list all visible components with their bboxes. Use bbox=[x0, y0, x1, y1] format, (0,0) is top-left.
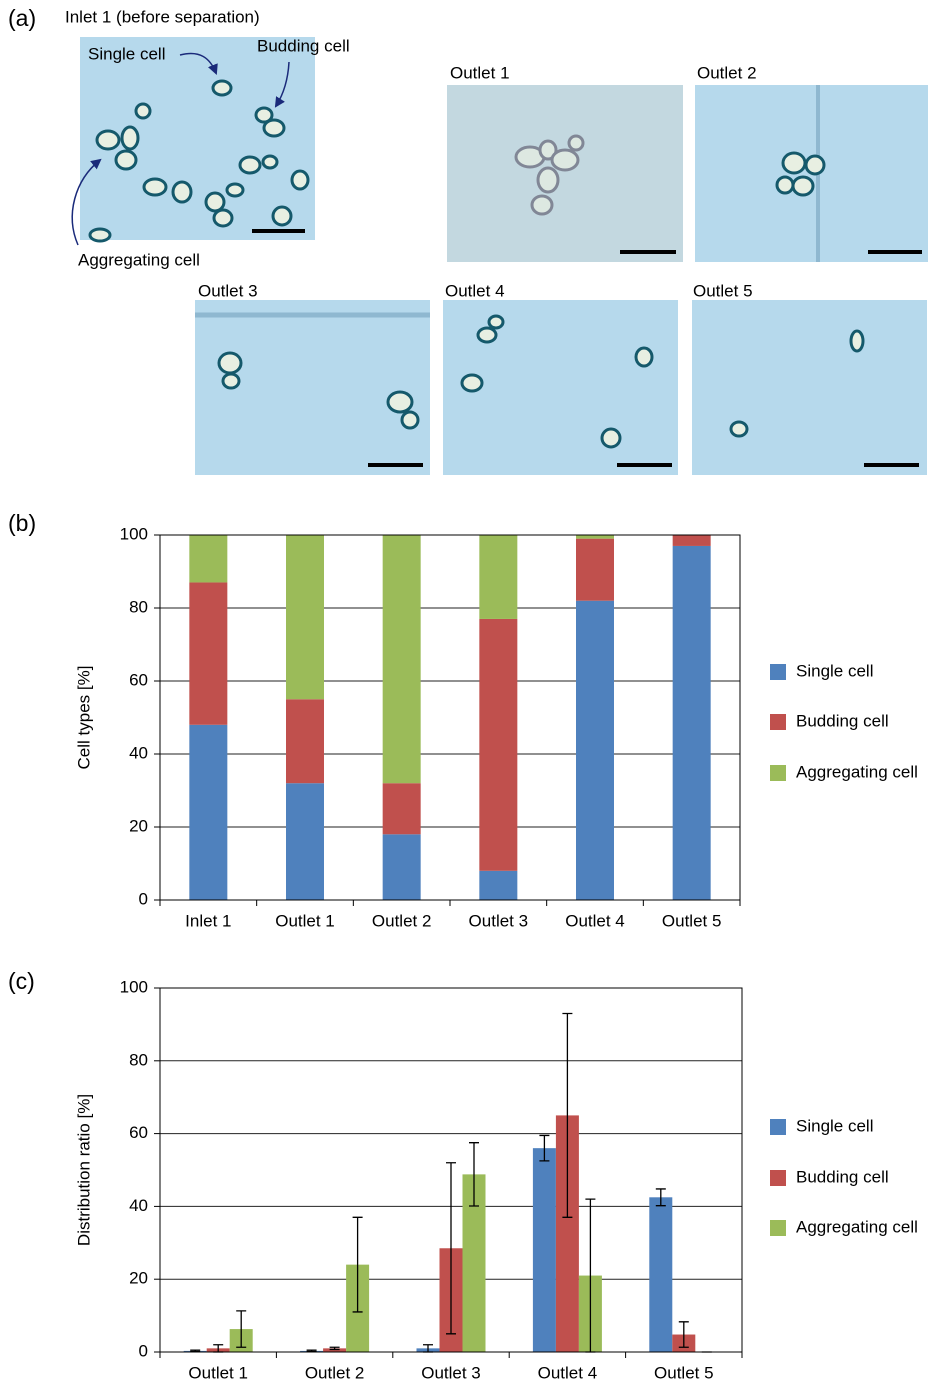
annotation: Aggregating cell bbox=[78, 250, 200, 269]
legend-label: Aggregating cell bbox=[796, 762, 918, 781]
y-tick-label: 100 bbox=[120, 524, 148, 543]
y-tick-label: 20 bbox=[129, 1269, 148, 1288]
y-axis-label: Cell types [%] bbox=[74, 666, 93, 770]
y-tick-label: 80 bbox=[129, 1050, 148, 1069]
x-tick-label: Outlet 4 bbox=[565, 911, 625, 930]
legend-label: Single cell bbox=[796, 1116, 874, 1135]
bar-segment bbox=[286, 783, 324, 900]
bar-segment bbox=[576, 601, 614, 900]
bar-segment bbox=[479, 535, 517, 619]
bar-segment bbox=[189, 582, 227, 724]
bar-segment bbox=[479, 871, 517, 900]
bar-segment bbox=[189, 535, 227, 582]
y-tick-label: 20 bbox=[129, 816, 148, 835]
bar-segment bbox=[673, 546, 711, 900]
photo-title: Outlet 5 bbox=[693, 281, 753, 300]
y-tick-label: 40 bbox=[129, 1196, 148, 1215]
bar bbox=[533, 1148, 556, 1352]
x-tick-label: Outlet 5 bbox=[662, 911, 722, 930]
y-axis-label: Distribution ratio [%] bbox=[74, 1094, 93, 1246]
bar-segment bbox=[383, 535, 421, 783]
annotation: Single cell bbox=[88, 44, 166, 63]
panel-a: (a) Inlet 1 (before separation) Single c… bbox=[8, 5, 928, 475]
annotation: Budding cell bbox=[257, 36, 350, 55]
x-tick-label: Outlet 4 bbox=[538, 1363, 598, 1382]
x-tick-label: Inlet 1 bbox=[185, 911, 231, 930]
x-tick-label: Outlet 5 bbox=[654, 1363, 714, 1382]
photo-title: Outlet 2 bbox=[697, 63, 757, 82]
photo bbox=[447, 85, 683, 262]
x-tick-label: Outlet 2 bbox=[305, 1363, 365, 1382]
bar-segment bbox=[286, 535, 324, 699]
bar-segment bbox=[673, 535, 711, 546]
legend-swatch bbox=[770, 1220, 786, 1236]
bar-segment bbox=[383, 834, 421, 900]
y-tick-label: 60 bbox=[129, 670, 148, 689]
legend-swatch bbox=[770, 714, 786, 730]
legend-swatch bbox=[770, 1170, 786, 1186]
photo-title: Outlet 1 bbox=[450, 63, 510, 82]
legend-label: Aggregating cell bbox=[796, 1217, 918, 1236]
x-tick-label: Outlet 1 bbox=[275, 911, 335, 930]
legend-swatch bbox=[770, 664, 786, 680]
x-tick-label: Outlet 3 bbox=[469, 911, 529, 930]
y-tick-label: 80 bbox=[129, 597, 148, 616]
bar-segment bbox=[576, 539, 614, 601]
y-tick-label: 60 bbox=[129, 1123, 148, 1142]
bar-segment bbox=[286, 699, 324, 783]
photo-title: Inlet 1 (before separation) bbox=[65, 7, 260, 26]
bar-segment bbox=[479, 619, 517, 871]
figure: (a) Inlet 1 (before separation) Single c… bbox=[0, 0, 945, 1385]
x-tick-label: Outlet 1 bbox=[188, 1363, 248, 1382]
bar-segment bbox=[576, 535, 614, 539]
legend-swatch bbox=[770, 765, 786, 781]
y-tick-label: 40 bbox=[129, 743, 148, 762]
y-tick-label: 0 bbox=[139, 889, 148, 908]
panel-label: (a) bbox=[8, 5, 36, 31]
y-tick-label: 100 bbox=[120, 977, 148, 996]
legend-label: Budding cell bbox=[796, 1167, 889, 1186]
legend-label: Single cell bbox=[796, 661, 874, 680]
photo bbox=[692, 300, 927, 475]
x-tick-label: Outlet 2 bbox=[372, 911, 432, 930]
y-tick-label: 0 bbox=[139, 1341, 148, 1360]
panel-label: (c) bbox=[8, 968, 35, 994]
bar bbox=[649, 1197, 672, 1352]
photo-title: Outlet 4 bbox=[445, 281, 505, 300]
legend-swatch bbox=[770, 1119, 786, 1135]
x-tick-label: Outlet 3 bbox=[421, 1363, 481, 1382]
plot-frame bbox=[160, 535, 740, 900]
bar-segment bbox=[189, 725, 227, 900]
legend-label: Budding cell bbox=[796, 711, 889, 730]
bar-segment bbox=[383, 783, 421, 834]
panel-label: (b) bbox=[8, 510, 36, 536]
photo-title: Outlet 3 bbox=[198, 281, 258, 300]
